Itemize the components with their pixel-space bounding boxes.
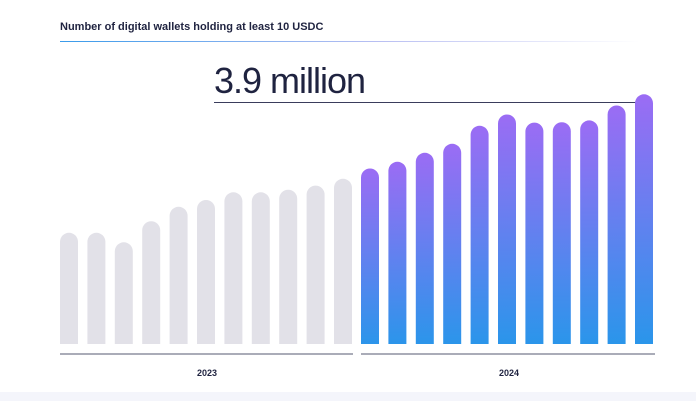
bar-2023-10 xyxy=(306,185,325,353)
bar-2024-7 xyxy=(525,122,544,353)
bar-2023-1 xyxy=(60,232,78,353)
bar-2023-4 xyxy=(142,221,161,353)
bar-2023-11 xyxy=(334,178,352,353)
bar-2023-9 xyxy=(279,189,298,353)
headline-underline xyxy=(214,102,644,103)
bar-2023-7 xyxy=(224,192,243,353)
bottom-band xyxy=(0,392,696,401)
bar-2023-5 xyxy=(169,206,188,354)
bar-2023-8 xyxy=(251,192,270,353)
bar-2024-3 xyxy=(415,152,434,354)
headline-value: 3.9 million xyxy=(214,60,366,101)
bar-2023-3 xyxy=(114,242,133,353)
baseline-mask xyxy=(50,344,670,354)
year-label-2023: 2023 xyxy=(196,368,218,378)
bar-2024-11 xyxy=(635,94,653,354)
bar-2023-2 xyxy=(87,232,106,353)
bar-2024-9 xyxy=(580,120,599,354)
bar-2024-1 xyxy=(361,168,379,353)
bar-2024-8 xyxy=(552,122,571,353)
bar-2024-6 xyxy=(498,114,516,353)
bars-group xyxy=(50,94,670,354)
bar-2023-6 xyxy=(197,200,215,353)
title-underline xyxy=(60,41,640,42)
bar-2024-5 xyxy=(470,125,489,353)
bar-2024-4 xyxy=(443,143,462,354)
bar-2024-2 xyxy=(388,161,407,354)
chart-title: Number of digital wallets holding at lea… xyxy=(60,21,324,33)
bar-2024-10 xyxy=(607,105,626,353)
year-label-2024: 2024 xyxy=(498,368,520,378)
